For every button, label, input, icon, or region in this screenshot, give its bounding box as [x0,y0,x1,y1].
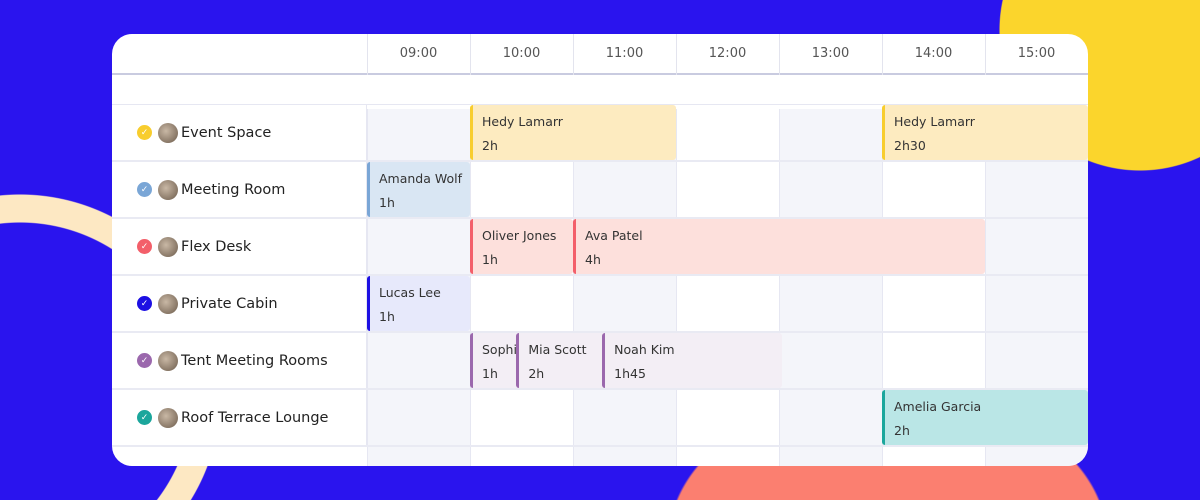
resource-row: ✓ Meeting Room Amanda Wolf 1h [112,162,1088,219]
header-divider [470,34,471,75]
time-column [882,109,985,466]
time-column [779,109,882,466]
booking-duration: 1h [482,252,498,267]
header-divider [985,34,986,75]
booking-duration: 2h [894,423,910,438]
booking-person: Mia Scott [528,342,587,357]
resource-name: Roof Terrace Lounge [181,409,329,426]
time-header: 09:00 10:00 11:00 12:00 13:00 14:00 15:00 [112,34,1088,75]
check-circle-icon: ✓ [137,353,152,368]
resource-label[interactable]: ✓ Roof Terrace Lounge [112,390,367,445]
resource-name: Tent Meeting Rooms [181,352,328,369]
resource-name: Event Space [181,124,272,141]
booking-event[interactable]: Lucas Lee 1h [367,276,470,331]
resource-avatar [158,407,178,428]
resource-avatar [158,236,178,257]
booking-person: Noah Kim [614,342,675,357]
time-label: 15:00 [1017,46,1056,61]
resource-row: ✓ Event Space Hedy Lamarr 2h Hedy Lamarr 2h3… [112,105,1088,162]
booking-person: Oliver Jones [482,228,557,243]
booking-person: Sophi [482,342,517,357]
resource-name: Flex Desk [181,238,252,255]
resource-row: ✓ Private Cabin Lucas Lee 1h [112,276,1088,333]
booking-event[interactable]: Amanda Wolf 1h [367,162,470,217]
booking-duration: 2h [482,138,498,153]
time-label: 09:00 [399,46,438,61]
time-label: 10:00 [502,46,541,61]
booking-person: Hedy Lamarr [482,114,563,129]
booking-person: Hedy Lamarr [894,114,975,129]
time-label: 12:00 [708,46,747,61]
header-divider [882,34,883,75]
check-circle-icon: ✓ [137,410,152,425]
booking-duration: 2h [528,366,545,381]
booking-person: Lucas Lee [379,285,441,300]
resource-row: ✓ Roof Terrace Lounge Amelia Garcia 2h [112,390,1088,447]
resource-avatar [158,179,178,200]
time-column [676,109,779,466]
resource-label[interactable]: ✓ Flex Desk [112,219,367,274]
header-spacer-row [112,75,1088,105]
scheduler-card: 09:00 10:00 11:00 12:00 13:00 14:00 15:00 ✓ Ev… [112,34,1088,466]
check-circle-icon: ✓ [137,296,152,311]
check-circle-icon: ✓ [137,182,152,197]
booking-duration: 1h [379,195,395,210]
booking-event[interactable]: Hedy Lamarr 2h30 [882,105,1088,160]
booking-duration: 4h [585,252,601,267]
booking-event[interactable]: Hedy Lamarr 2h [470,105,676,160]
resource-row: ✓ Tent Meeting Rooms Sophi 1h Mia Scott 2h No… [112,333,1088,390]
resource-label[interactable]: ✓ Private Cabin [112,276,367,331]
resource-label[interactable]: ✓ Meeting Room [112,162,367,217]
header-divider [676,34,677,75]
booking-duration: 1h [482,366,498,381]
time-label: 11:00 [605,46,644,61]
resource-label[interactable]: ✓ Event Space [112,105,367,160]
check-circle-icon: ✓ [137,239,152,254]
resource-avatar [158,293,178,314]
booking-event[interactable]: Amelia Garcia 2h [882,390,1088,445]
resource-avatar [158,122,178,143]
booking-event[interactable]: Oliver Jones 1h [470,219,573,274]
resource-name: Private Cabin [181,295,278,312]
resource-avatar [158,350,178,371]
booking-person: Ava Patel [585,228,643,243]
resource-row: ✓ Flex Desk Oliver Jones 1h Ava Patel 4h [112,219,1088,276]
booking-person: Amanda Wolf [379,171,463,186]
resource-label[interactable]: ✓ Tent Meeting Rooms [112,333,367,388]
booking-duration: 1h [379,309,395,324]
resource-name: Meeting Room [181,181,286,198]
time-label: 13:00 [811,46,850,61]
booking-event[interactable]: Ava Patel 4h [573,219,985,274]
header-divider [367,34,368,75]
header-divider [779,34,780,75]
header-divider [573,34,574,75]
time-column [470,109,573,466]
booking-person: Amelia Garcia [894,399,982,414]
time-column [573,109,676,466]
booking-duration: 1h45 [614,366,646,381]
check-circle-icon: ✓ [137,125,152,140]
booking-event[interactable]: Noah Kim 1h45 [602,333,783,388]
time-label: 14:00 [914,46,953,61]
booking-duration: 2h30 [894,138,926,153]
